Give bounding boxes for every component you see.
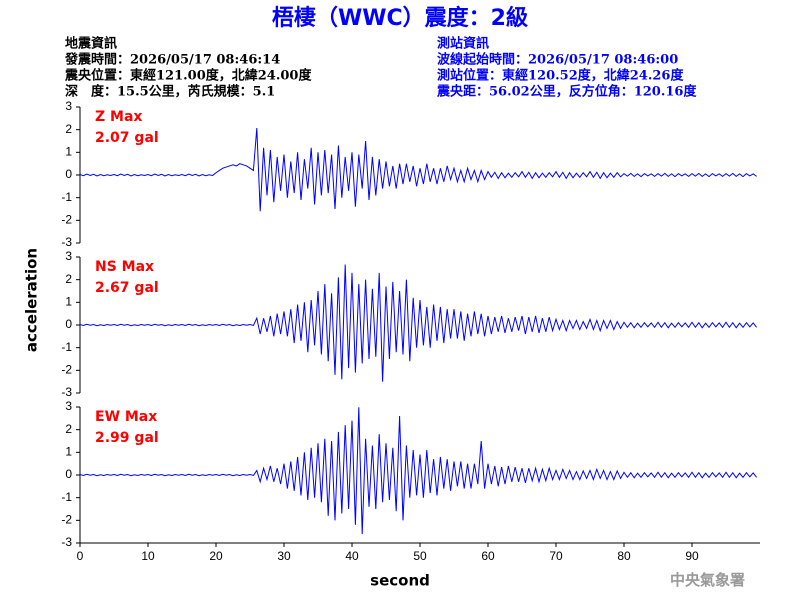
y-tick-label: 3	[65, 399, 72, 413]
station-line: 波線起始時間：2026/05/17 08:46:00	[437, 52, 678, 68]
waveform	[79, 128, 757, 212]
x-tick-label: 30	[277, 549, 291, 563]
x-tick-label: 0	[77, 549, 84, 563]
y-tick-label: 0	[65, 317, 72, 331]
y-tick-label: 0	[65, 167, 72, 181]
y-tick-label: -3	[61, 535, 72, 549]
station-line: 測站位置：東經120.52度，北緯24.26度	[437, 68, 684, 84]
panel-max: 2.67 gal	[95, 280, 159, 296]
x-tick-label: 90	[685, 549, 699, 563]
x-tick-label: 20	[209, 549, 223, 563]
y-tick-label: -1	[61, 490, 72, 504]
x-tick-label: 70	[549, 549, 563, 563]
chart-title: 梧棲（WWC）震度：2級	[272, 5, 528, 31]
x-axis-label: second	[370, 572, 430, 590]
y-tick-label: 1	[65, 145, 72, 159]
panel-label: NS Max	[95, 259, 154, 275]
waveform	[79, 407, 757, 534]
info-line: 深 度：15.5公里，芮氏規模：5.1	[65, 84, 275, 100]
y-tick-label: -1	[61, 340, 72, 354]
y-tick-label: -2	[61, 363, 72, 377]
x-tick-label: 60	[481, 549, 495, 563]
x-tick-label: 10	[141, 549, 155, 563]
y-tick-label: 3	[65, 99, 72, 113]
panel-label: EW Max	[95, 409, 157, 425]
y-tick-label: 2	[65, 122, 72, 136]
x-tick-label: 50	[413, 549, 427, 563]
panel-label: Z Max	[95, 109, 142, 125]
station-line: 測站資訊	[437, 36, 489, 52]
y-tick-label: -2	[61, 513, 72, 527]
x-tick-label: 80	[617, 549, 631, 563]
y-tick-label: -2	[61, 213, 72, 227]
panel-max: 2.07 gal	[95, 130, 159, 146]
info-line: 發震時間：2026/05/17 08:46:14	[64, 52, 280, 68]
station-line: 震央距：56.02公里，反方位角：120.16度	[436, 84, 697, 100]
y-axis-label: acceleration	[23, 248, 41, 352]
y-tick-label: 2	[65, 422, 72, 436]
y-tick-label: 3	[65, 249, 72, 263]
y-tick-label: -3	[61, 385, 72, 399]
y-tick-label: 1	[65, 295, 72, 309]
info-line: 地震資訊	[65, 36, 117, 52]
waveform	[79, 264, 757, 382]
x-tick-label: 40	[345, 549, 359, 563]
footer-logo: 中央氣象署	[670, 571, 745, 589]
panel-max: 2.99 gal	[95, 430, 159, 446]
y-tick-label: -1	[61, 190, 72, 204]
y-tick-label: -3	[61, 235, 72, 249]
y-tick-label: 0	[65, 467, 72, 481]
y-tick-label: 2	[65, 272, 72, 286]
info-line: 震央位置：東經121.00度，北緯24.00度	[64, 68, 312, 84]
y-tick-label: 1	[65, 445, 72, 459]
